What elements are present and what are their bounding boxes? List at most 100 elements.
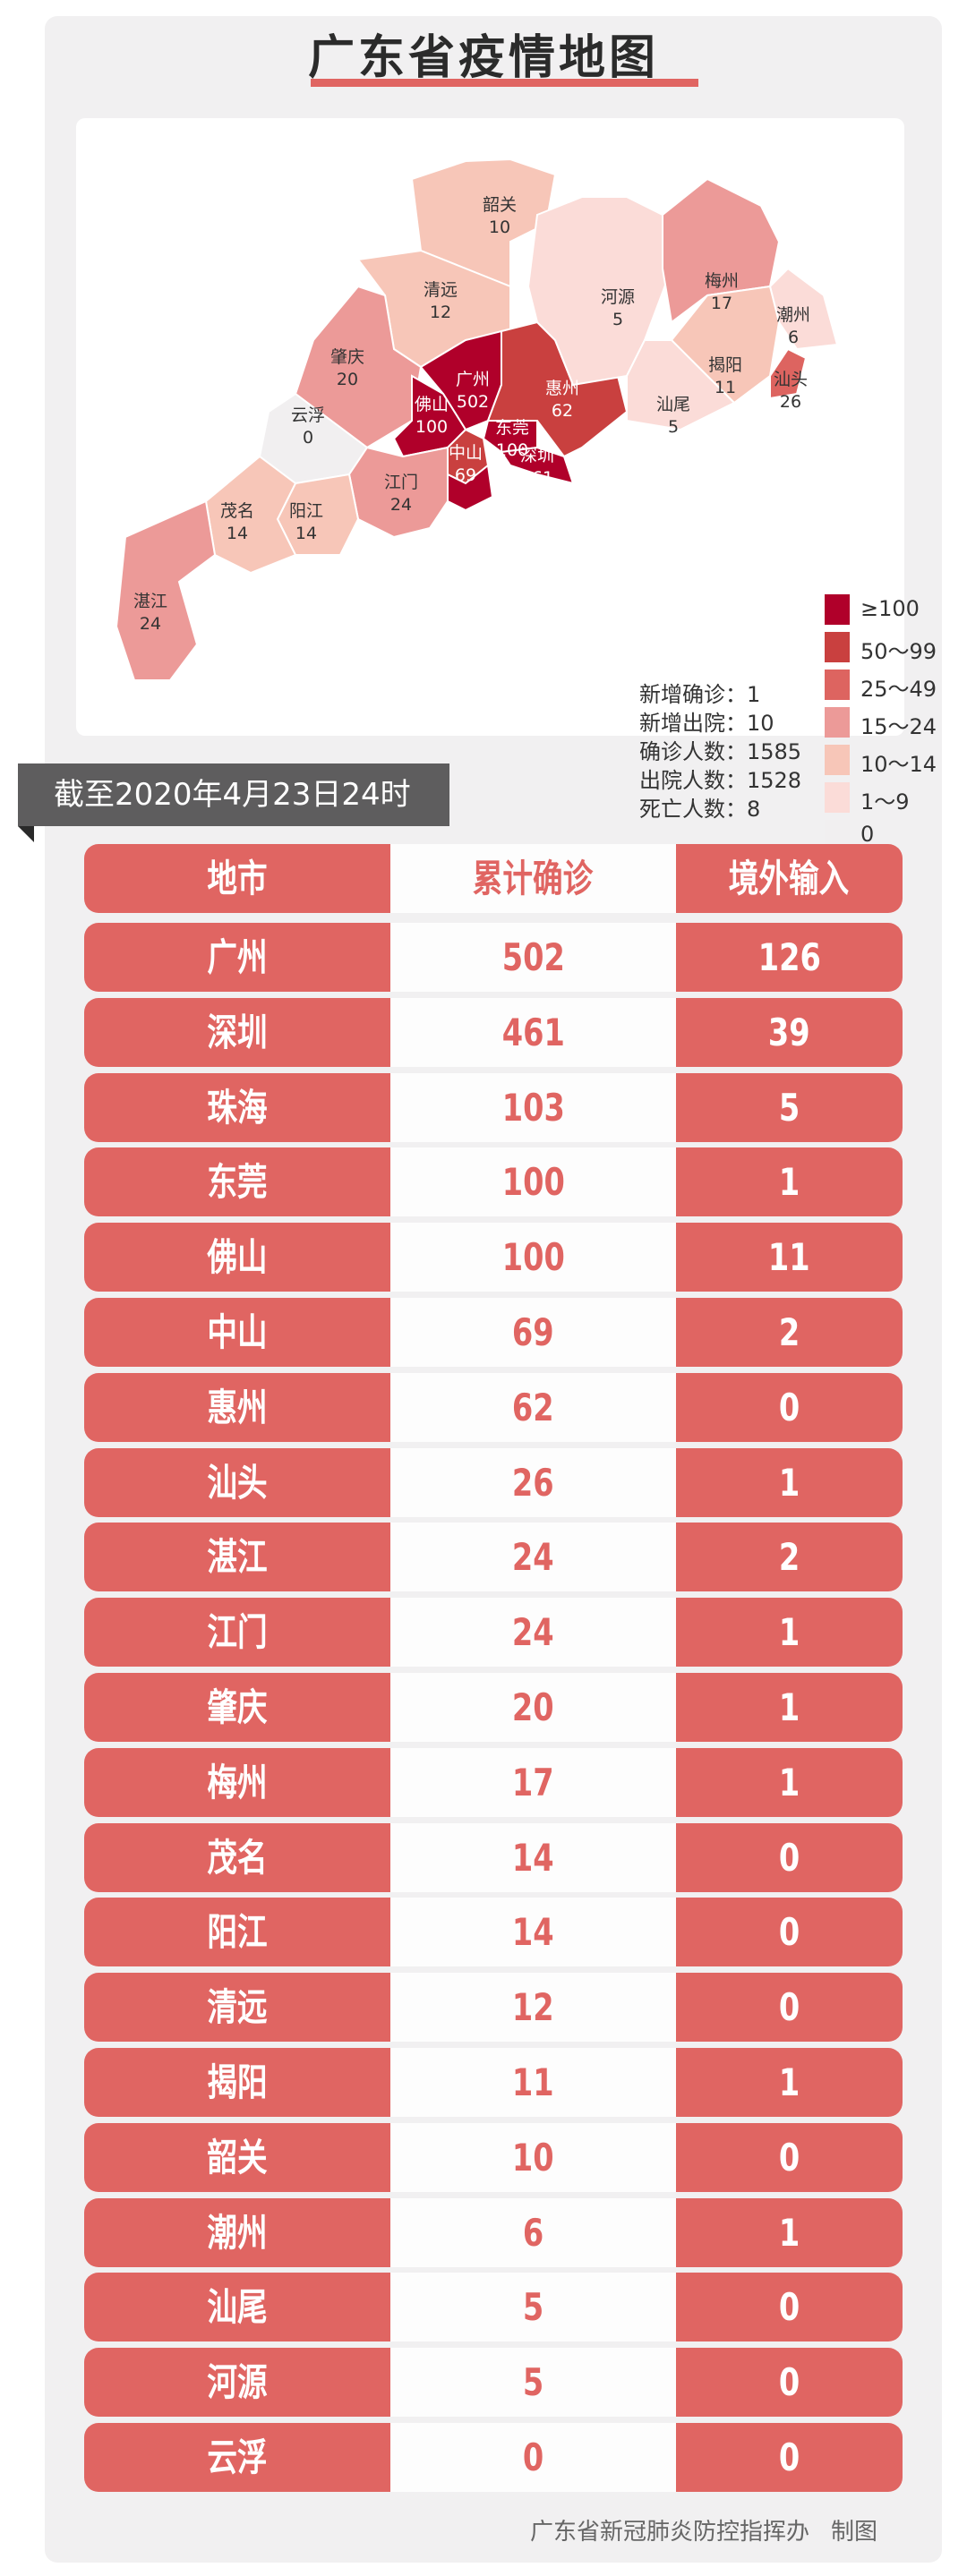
city-cell: 阳江 xyxy=(84,1898,390,1967)
imported-cases-cell: 0 xyxy=(676,2423,903,2492)
stat-line: 出院人数：1528 xyxy=(639,768,802,793)
city-cell: 江门 xyxy=(84,1598,390,1668)
total-cases-cell: 14 xyxy=(390,1822,676,1892)
stats-summary: 新增确诊：1 新增出院：10 确诊人数：1585 出院人数：1528 死亡人数：8 xyxy=(639,680,801,823)
stat-label: 死亡人数 xyxy=(639,797,725,822)
total-cases-cell: 11 xyxy=(390,2048,676,2117)
table-row: 揭阳 11 1 xyxy=(84,2048,903,2117)
map-region-value: 6 xyxy=(788,328,799,347)
table-row: 汕尾 5 0 xyxy=(84,2273,903,2342)
map-region-name: 深圳 xyxy=(520,446,554,465)
city-cell: 汕尾 xyxy=(84,2273,390,2342)
stat-line: 新增出院：10 xyxy=(639,711,774,736)
stat-value: 10 xyxy=(747,711,774,736)
map-region-name: 肇庆 xyxy=(330,347,364,367)
imported-cases-cell: 0 xyxy=(676,1372,903,1442)
title-underline xyxy=(311,79,698,87)
imported-cases-cell: 1 xyxy=(676,1447,903,1517)
legend-label: 50～99 xyxy=(860,639,937,664)
map-region-value: 14 xyxy=(227,524,248,543)
total-cases-cell: 17 xyxy=(390,1747,676,1817)
map-region-value: 12 xyxy=(430,303,451,322)
map-region-name: 江门 xyxy=(384,473,418,492)
footer-credit: 广东省新冠肺炎防控指挥办 制图 xyxy=(448,2513,877,2546)
map-region-value: 461 xyxy=(521,468,553,488)
total-cases-cell: 14 xyxy=(390,1898,676,1967)
total-cases-cell: 10 xyxy=(390,2122,676,2192)
header-imported: 境外输入 xyxy=(676,844,903,913)
total-cases-cell: 5 xyxy=(390,2273,676,2342)
table-row: 阳江 14 0 xyxy=(84,1898,903,1967)
legend-swatch xyxy=(825,707,850,738)
stat-label: 新增确诊 xyxy=(639,682,725,707)
map-region-value: 10 xyxy=(489,218,510,237)
imported-cases-cell: 0 xyxy=(676,1898,903,1967)
city-cell: 中山 xyxy=(84,1298,390,1367)
total-cases-cell: 100 xyxy=(390,1223,676,1292)
map-region xyxy=(347,446,449,539)
legend-swatch xyxy=(825,745,850,775)
imported-cases-cell: 0 xyxy=(676,1973,903,2043)
total-cases-cell: 24 xyxy=(390,1598,676,1668)
legend-label: 10～14 xyxy=(860,752,937,777)
imported-cases-cell: 1 xyxy=(676,2197,903,2267)
total-cases-cell: 0 xyxy=(390,2423,676,2492)
stat-label: 出院人数 xyxy=(639,768,725,793)
table-row: 河源 5 0 xyxy=(84,2348,903,2418)
total-cases-cell: 5 xyxy=(390,2348,676,2418)
map-region-value: 24 xyxy=(390,495,412,515)
stat-label: 确诊人数 xyxy=(639,739,725,764)
map-region-name: 阳江 xyxy=(289,501,323,521)
city-cell: 东莞 xyxy=(84,1147,390,1217)
imported-cases-cell: 1 xyxy=(676,1747,903,1817)
table-row: 佛山 100 11 xyxy=(84,1223,903,1292)
total-cases-cell: 6 xyxy=(390,2197,676,2267)
map-region-value: 17 xyxy=(711,294,732,313)
map-region-value: 20 xyxy=(337,370,358,389)
city-cell: 云浮 xyxy=(84,2423,390,2492)
stat-value: 8 xyxy=(747,797,761,822)
total-cases-cell: 502 xyxy=(390,923,676,992)
map-region-name: 揭阳 xyxy=(708,355,742,375)
imported-cases-cell: 2 xyxy=(676,1298,903,1367)
map-region-name: 云浮 xyxy=(291,405,325,425)
table-row: 梅州 17 1 xyxy=(84,1747,903,1817)
table-row: 汕头 26 1 xyxy=(84,1447,903,1517)
map-region xyxy=(204,455,297,575)
table-row: 清远 12 0 xyxy=(84,1973,903,2043)
header-total: 累计确诊 xyxy=(390,844,676,913)
legend-swatch xyxy=(825,632,850,662)
city-cell: 佛山 xyxy=(84,1223,390,1292)
table-row: 云浮 0 0 xyxy=(84,2423,903,2492)
map-region-name: 珠海 xyxy=(483,508,517,528)
legend-label: 15～24 xyxy=(860,714,937,739)
map-region-value: 26 xyxy=(780,392,801,412)
map-region-name: 中山 xyxy=(449,443,483,463)
map-region-name: 梅州 xyxy=(705,271,739,291)
imported-cases-cell: 1 xyxy=(676,1673,903,1742)
imported-cases-cell: 126 xyxy=(676,923,903,992)
stat-label: 新增出院 xyxy=(639,711,725,736)
map-region-value: 5 xyxy=(668,417,679,437)
total-cases-cell: 100 xyxy=(390,1147,676,1217)
table-row: 茂名 14 0 xyxy=(84,1822,903,1892)
city-cell: 广州 xyxy=(84,923,390,992)
city-cell: 清远 xyxy=(84,1973,390,2043)
table-row: 东莞 100 1 xyxy=(84,1147,903,1217)
table-row: 湛江 24 2 xyxy=(84,1523,903,1592)
city-cell: 梅州 xyxy=(84,1747,390,1817)
imported-cases-cell: 11 xyxy=(676,1223,903,1292)
map-card: 韶关 10 清远 12 肇庆 20 云浮 0 广州 502 佛山 100 东莞 100 深圳 461 中山 69 珠… xyxy=(76,118,937,850)
stat-line: 新增确诊：1 xyxy=(639,682,761,707)
map-region-name: 河源 xyxy=(601,287,635,307)
banner-fold xyxy=(18,826,34,842)
map-region-name: 茂名 xyxy=(220,501,254,521)
total-cases-cell: 461 xyxy=(390,997,676,1067)
city-cell: 深圳 xyxy=(84,997,390,1067)
table-row: 深圳 461 39 xyxy=(84,997,903,1067)
map-region-value: 11 xyxy=(715,378,736,397)
legend-label: ≥100 xyxy=(860,596,920,621)
map-region-name: 佛山 xyxy=(415,395,449,414)
city-cell: 肇庆 xyxy=(84,1673,390,1742)
